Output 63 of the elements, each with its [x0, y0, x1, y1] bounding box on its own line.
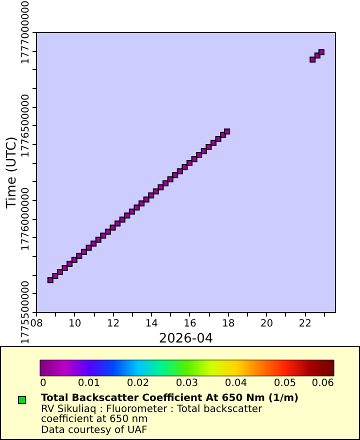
x-tick-label: 08 [30, 318, 43, 330]
point [128, 208, 135, 215]
point [95, 236, 102, 243]
x-axis-title: 2026-04 [158, 332, 214, 346]
point [119, 216, 126, 223]
color-bar-label: 0.04 [224, 378, 248, 389]
text: RV Sikuliaq : Fluorometer : Total backscatter coefficient at 650 nm [41, 404, 264, 426]
point [158, 184, 164, 190]
point [47, 277, 54, 284]
color-bar-label: 0 [40, 378, 46, 389]
y-tick-label: 1776000000 [20, 187, 32, 251]
color-bar-label: 0.01 [78, 378, 100, 389]
color-bar-label: 0.02 [126, 378, 150, 389]
point [152, 188, 159, 194]
point [215, 136, 222, 142]
y-tick-label: 1777000000 [20, 0, 32, 64]
y-axis-title: Time (UTC) [4, 136, 20, 210]
point [210, 140, 216, 146]
point [196, 152, 202, 158]
point [56, 269, 63, 276]
point [86, 244, 92, 251]
color-bar-title: Total Backscatter Coefficient At 650 Nm (1/m) [41, 393, 300, 404]
point [310, 56, 316, 63]
color-bar-label: 0.03 [176, 378, 198, 389]
point [148, 192, 154, 198]
point [114, 220, 121, 227]
x-tick-label: 14 [145, 318, 158, 330]
point [191, 156, 198, 162]
x-tick-label: 22 [298, 318, 312, 330]
point [200, 148, 207, 154]
y-tick-label: 1775500000 [20, 280, 32, 344]
point [224, 128, 230, 134]
point [138, 200, 145, 206]
point [318, 49, 324, 56]
x-tick-label: 20 [260, 318, 274, 330]
point [104, 228, 111, 235]
text: Data courtesy of UAF [41, 424, 148, 436]
point [172, 172, 178, 178]
y-tick-label: 1776500000 [20, 94, 32, 158]
point [110, 224, 116, 231]
color-bar-label: 0.05 [274, 378, 296, 389]
point [206, 144, 212, 150]
point [52, 272, 58, 279]
point [80, 248, 87, 255]
point [162, 180, 169, 186]
point [76, 252, 82, 259]
x-tick-label: 10 [68, 318, 82, 330]
point [182, 164, 188, 170]
color-bar-label: 0.06 [312, 378, 334, 389]
point [124, 212, 130, 218]
point [167, 176, 174, 182]
point [176, 168, 183, 174]
x-tick-label: 16 [184, 318, 196, 330]
point [90, 240, 97, 247]
point [100, 232, 106, 239]
point [71, 256, 78, 263]
point [134, 204, 140, 210]
x-tick-label: 12 [106, 318, 120, 330]
point [186, 160, 192, 166]
x-tick-label: 18 [222, 318, 235, 330]
point [143, 196, 150, 202]
point [62, 264, 68, 271]
point [66, 260, 73, 267]
